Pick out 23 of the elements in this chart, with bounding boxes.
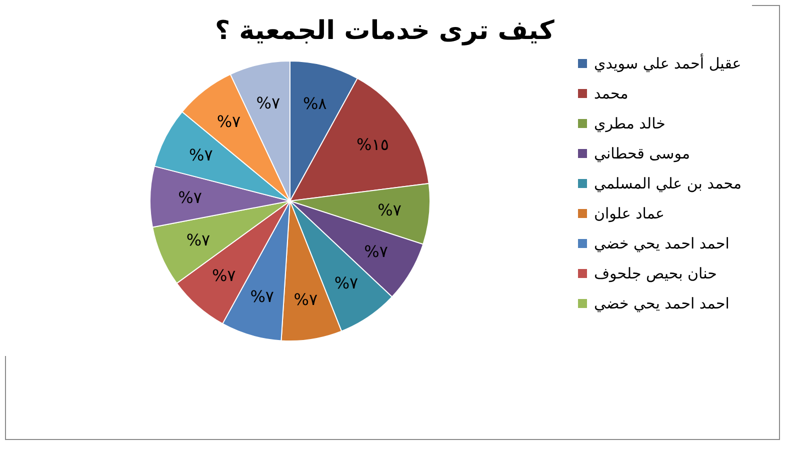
legend-label: احمد احمد يحي خضي <box>594 234 730 252</box>
data-label: %٧ <box>378 200 402 220</box>
legend-label: عقيل أحمد علي سويدي <box>594 54 742 72</box>
data-label: %٧ <box>250 287 274 306</box>
legend-label: محمد <box>594 84 628 102</box>
data-label: %٧ <box>334 274 359 293</box>
data-label: %٧ <box>364 242 388 261</box>
legend-label: احمد احمد يحي خضي <box>594 294 730 312</box>
chart-title: كيف ترى خدمات الجمعية ؟ <box>215 16 556 46</box>
legend-label: محمد بن علي المسلمي <box>594 174 742 192</box>
data-label: %٧ <box>186 230 211 250</box>
data-label: %٧ <box>189 146 214 165</box>
data-label: %٧ <box>178 188 202 207</box>
legend-label: حنان بحيص جلحوف <box>594 264 717 282</box>
legend-label: عماد علوان <box>594 204 664 222</box>
data-label: %٧ <box>216 112 242 131</box>
data-label: %٨ <box>302 94 328 114</box>
legend-label: موسى قحطاني <box>594 144 690 162</box>
data-label: %٧ <box>294 290 318 309</box>
legend-label: خالد مطري <box>594 114 666 132</box>
data-label: %٧ <box>212 266 236 286</box>
data-label: %١٥ <box>356 134 389 154</box>
data-label: %٧ <box>256 93 280 112</box>
